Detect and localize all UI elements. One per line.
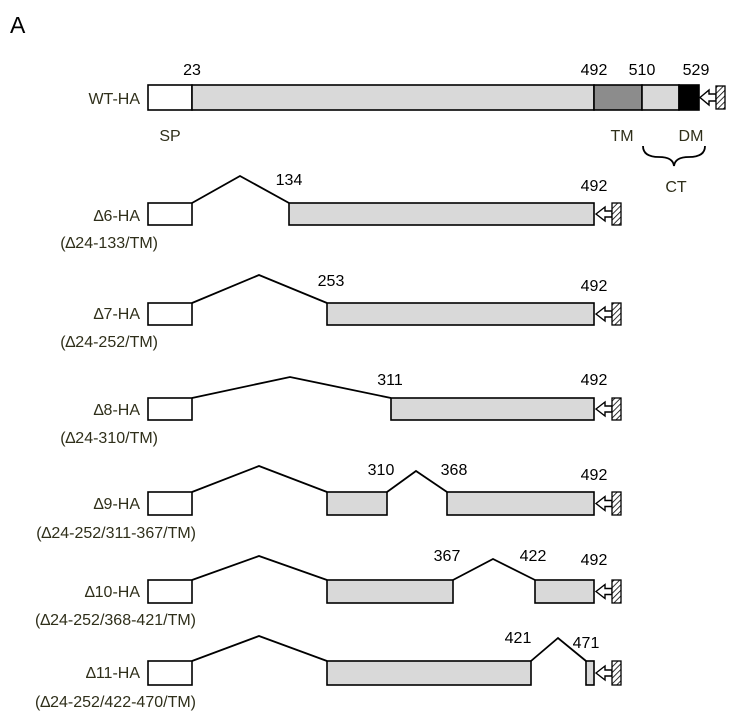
- construct-name: ∆11-HA: [86, 665, 140, 682]
- deletion-joint: [191, 174, 290, 204]
- ha-tag-icon: [698, 85, 726, 110]
- position-label: 23: [183, 62, 201, 79]
- position-label: 311: [377, 372, 403, 389]
- construct-d10-ha: ∆10-HA (∆24-252/368-421/TM) 367 422 492: [35, 548, 622, 629]
- retained-segment: [534, 579, 595, 604]
- mature-domain-segment: [191, 84, 595, 111]
- construct-subtitle: (∆24-252/422-470/TM): [35, 694, 196, 711]
- position-label: 492: [581, 178, 608, 195]
- construct-name: ∆7-HA: [94, 306, 141, 323]
- construct-subtitle: (∆24-252/TM): [60, 334, 158, 351]
- position-label: 492: [581, 467, 608, 484]
- position-label: 492: [581, 62, 608, 79]
- position-label: 492: [581, 372, 608, 389]
- deletion-joint: [386, 469, 448, 493]
- deletion-joint: [191, 465, 328, 493]
- construct-d11-ha: ∆11-HA (∆24-252/422-470/TM) 421 471: [35, 630, 622, 711]
- ct-brace: [642, 145, 706, 167]
- construct-d6-ha: ∆6-HA (∆24-133/TM) 134 492: [60, 172, 622, 252]
- signal-peptide-segment: [147, 579, 193, 604]
- ha-tag-icon: [594, 202, 622, 226]
- retained-segment: [390, 397, 595, 421]
- signal-peptide-segment: [147, 202, 193, 226]
- position-label: 367: [434, 548, 461, 565]
- construct-subtitle: (∆24-252/311-367/TM): [36, 525, 196, 542]
- position-label: 492: [581, 278, 608, 295]
- retained-segment: [585, 660, 595, 686]
- construct-name: ∆6-HA: [94, 208, 141, 225]
- position-label: 421: [505, 630, 532, 647]
- ha-tag-icon: [594, 397, 622, 421]
- position-label: 310: [368, 462, 395, 479]
- construct-name: WT-HA: [88, 91, 140, 108]
- bracket-label-ct: CT: [665, 179, 687, 196]
- construct-subtitle: (∆24-310/TM): [60, 430, 158, 447]
- dm-segment: [678, 84, 700, 111]
- domain-label-sp: SP: [159, 128, 180, 145]
- position-label: 510: [629, 62, 656, 79]
- position-label: 253: [318, 273, 345, 290]
- construct-name: ∆8-HA: [94, 402, 141, 419]
- panel-label: A: [10, 12, 26, 38]
- ha-tag-icon: [594, 302, 622, 326]
- retained-segment: [288, 202, 595, 226]
- construct-wt-ha: WT-HA 23 492 510 529 SP TM DM CT: [88, 62, 726, 196]
- ha-tag-icon: [594, 579, 622, 604]
- position-label: 471: [573, 635, 600, 652]
- deletion-joint: [191, 555, 328, 581]
- position-label: 492: [581, 552, 608, 569]
- position-label: 368: [441, 462, 468, 479]
- position-label: 134: [276, 172, 303, 189]
- deletion-joint: [530, 636, 587, 662]
- deletion-joint: [191, 376, 392, 399]
- construct-name: ∆10-HA: [85, 584, 140, 601]
- construct-d8-ha: ∆8-HA (∆24-310/TM) 311 492: [60, 372, 622, 447]
- position-label: 422: [520, 548, 547, 565]
- signal-peptide-segment: [147, 491, 193, 516]
- domain-label-dm: DM: [679, 128, 704, 145]
- deletion-joint: [191, 635, 328, 662]
- deletion-joint: [191, 274, 328, 304]
- construct-d7-ha: ∆7-HA (∆24-252/TM) 253 492: [60, 273, 622, 351]
- construct-subtitle: (∆24-133/TM): [60, 235, 158, 252]
- construct-subtitle: (∆24-252/368-421/TM): [35, 612, 196, 629]
- ha-tag-icon: [594, 660, 622, 686]
- retained-segment: [326, 491, 388, 516]
- construct-d9-ha: ∆9-HA (∆24-252/311-367/TM) 310 368 492: [36, 462, 622, 542]
- signal-peptide-segment: [147, 397, 193, 421]
- signal-peptide-segment: [147, 302, 193, 326]
- ha-tag-icon: [594, 491, 622, 516]
- cytoplasmic-segment: [641, 84, 680, 111]
- retained-segment: [446, 491, 595, 516]
- retained-segment: [326, 579, 454, 604]
- construct-name: ∆9-HA: [94, 496, 141, 513]
- retained-segment: [326, 302, 595, 326]
- transmembrane-segment: [593, 84, 643, 111]
- position-label: 529: [683, 62, 710, 79]
- signal-peptide-segment: [147, 660, 193, 686]
- retained-segment: [326, 660, 532, 686]
- deletion-joint: [452, 557, 536, 581]
- domain-label-tm: TM: [610, 128, 633, 145]
- signal-peptide-segment: [147, 84, 193, 111]
